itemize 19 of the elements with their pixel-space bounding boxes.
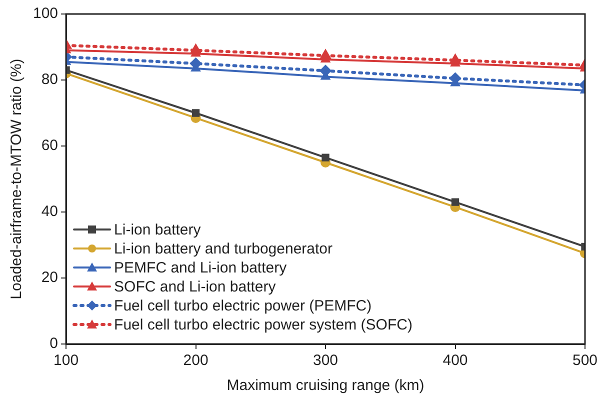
legend-label: PEMFC and Li-ion battery: [114, 260, 288, 277]
y-tick-label: 80: [41, 71, 58, 88]
legend-label: SOFC and Li-ion battery: [114, 278, 276, 296]
x-tick-label: 400: [442, 352, 468, 370]
y-tick-label: 40: [41, 203, 58, 220]
legend-label: Li-ion battery: [114, 222, 202, 239]
y-tick-label: 60: [41, 137, 58, 154]
x-tick-label: 500: [572, 352, 598, 370]
y-tick-label: 100: [32, 5, 58, 22]
y-axis-title: Loaded-airframe-to-MTOW ratio (%): [8, 58, 26, 300]
x-tick-label: 300: [313, 352, 338, 370]
y-tick-label: 20: [41, 269, 58, 286]
legend-label: Fuel cell turbo electric power (PEMFC): [114, 298, 372, 315]
legend-label: Fuel cell turbo electric power system (SOFC): [114, 316, 412, 334]
legend-label: Li-ion battery and turbogenerator: [114, 240, 333, 258]
x-tick-label: 200: [183, 352, 208, 370]
x-axis-title: Maximum cruising range (km): [226, 377, 424, 394]
y-tick-label: 0: [50, 335, 58, 352]
x-tick-label: 100: [54, 352, 79, 370]
